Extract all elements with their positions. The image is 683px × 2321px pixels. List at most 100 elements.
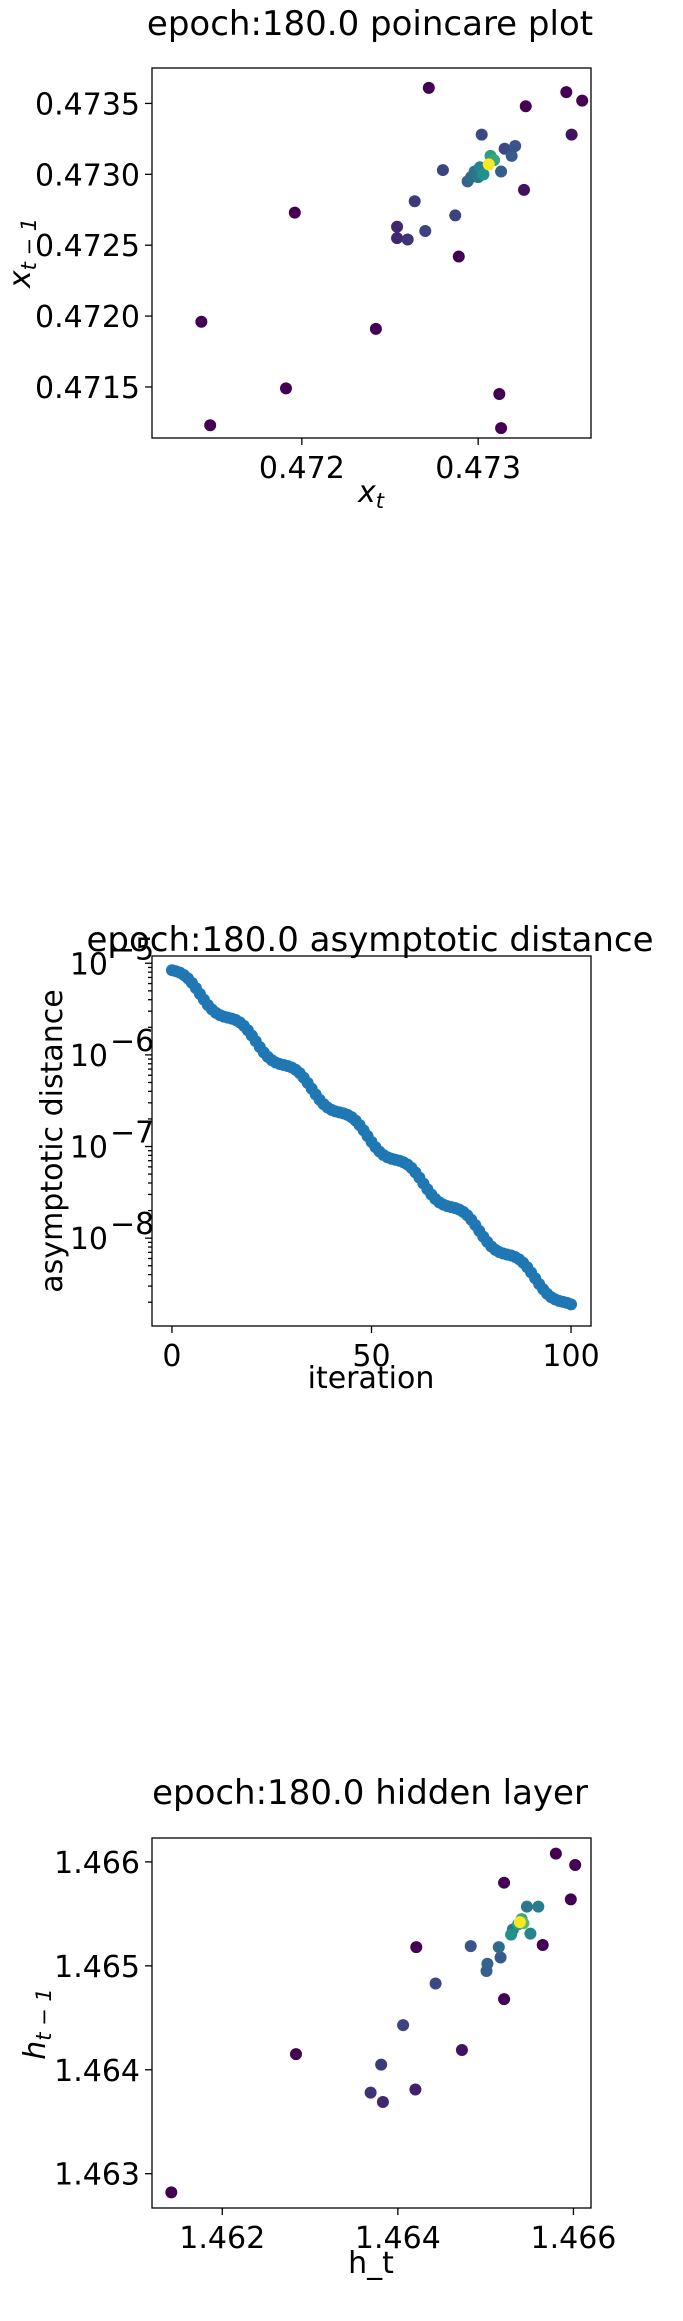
data-point	[475, 128, 488, 141]
plot-frame	[151, 67, 592, 439]
x-axis-label: iteration	[308, 1361, 435, 1396]
y-tick-exponent: −8	[110, 1207, 154, 1242]
x-tick-label: 1.464	[355, 2221, 441, 2256]
data-point	[391, 232, 404, 245]
y-tick-label: 0.4730	[35, 158, 140, 193]
data-point	[565, 128, 578, 141]
data-point	[279, 382, 292, 395]
x-ticks: 1.462 1.464 1.466	[179, 2208, 616, 2256]
data-point	[401, 233, 414, 246]
y-ticks: 0.4715 0.4720 0.4725 0.4730 0.4735	[35, 87, 152, 406]
data-point	[536, 1939, 549, 1952]
poincare-plot-chart: epoch:180.0 poincare plot 0.47150.47200.…	[3, 4, 593, 513]
y-tick-label: 0.4715	[35, 371, 140, 406]
y-tick-label: 1.464	[54, 2054, 140, 2089]
data-point	[464, 1940, 477, 1953]
y-axis-label: ht − 1	[18, 1988, 56, 2060]
chart-title: epoch:180.0 asymptotic distance	[87, 920, 654, 960]
x-tick-label: 1.462	[179, 2221, 265, 2256]
y-ticks: 1.463 1.464 1.465 1.466	[54, 1846, 152, 2193]
data-point	[369, 322, 382, 335]
data-point	[492, 1941, 505, 1954]
asymptotic-distance-chart: epoch:180.0 asymptotic distance 10−810−7…	[35, 920, 654, 1396]
data-point	[532, 1900, 545, 1913]
data-point	[364, 2086, 377, 2099]
chart-title: epoch:180.0 poincare plot	[147, 4, 593, 44]
data-point	[289, 2048, 302, 2061]
data-point	[493, 388, 506, 401]
data-point	[495, 165, 508, 178]
data-point	[495, 422, 508, 435]
data-point	[520, 1900, 533, 1913]
y-tick-exponent: −7	[110, 1116, 154, 1151]
data-point	[564, 1893, 577, 1906]
data-point	[509, 139, 522, 152]
data-point	[195, 315, 208, 328]
y-tick-label: 10	[70, 947, 108, 982]
points	[165, 1847, 582, 2199]
x-tick-label: 1.466	[530, 2221, 616, 2256]
data-point	[391, 220, 404, 233]
data-point	[569, 1859, 582, 1872]
hidden-layer-chart: epoch:180.0 hidden layer 1.463 1.464 1.465…	[18, 1773, 616, 2281]
data-point	[565, 1298, 578, 1311]
data-point	[481, 1957, 494, 1970]
data-point	[204, 419, 217, 432]
data-point	[376, 2095, 389, 2108]
data-point	[397, 2019, 410, 2032]
y-tick-label: 0.4725	[35, 229, 140, 264]
x-axis-label: h_t	[348, 2246, 394, 2281]
data-point	[505, 149, 518, 162]
data-point	[494, 1951, 507, 1964]
data-point	[576, 94, 589, 107]
y-tick-exponent: −6	[110, 1024, 154, 1059]
data-point	[482, 158, 495, 171]
x-tick-label: 0.473	[435, 451, 521, 486]
data-point	[429, 1977, 442, 1990]
data-point	[455, 2044, 468, 2057]
data-point	[375, 2058, 388, 2071]
data-point	[409, 2083, 422, 2096]
data-point	[288, 206, 301, 219]
y-tick-label: 0.4720	[35, 300, 140, 335]
data-point	[408, 195, 421, 208]
x-tick-label: 0	[162, 1339, 181, 1374]
y-tick-label: 10	[70, 1131, 108, 1166]
data-point	[549, 1847, 562, 1860]
data-point	[452, 250, 465, 263]
data-point	[498, 1876, 511, 1889]
data-point	[410, 1941, 423, 1954]
plot-frame	[151, 1837, 592, 2209]
data-point	[419, 225, 432, 238]
y-tick-label: 10	[70, 1222, 108, 1257]
y-tick-label: 0.4735	[35, 87, 140, 122]
data-point	[519, 100, 532, 113]
data-point	[165, 2186, 178, 2199]
x-tick-label: 0.472	[259, 451, 345, 486]
x-tick-label: 50	[352, 1339, 390, 1374]
points	[165, 964, 578, 1311]
data-point	[498, 1993, 511, 2006]
y-ticks: 10−810−710−610−5	[70, 932, 154, 1303]
x-tick-label: 100	[542, 1339, 599, 1374]
y-axis-label: xt − 1	[3, 218, 41, 289]
points	[195, 81, 589, 435]
x-axis-label: xt	[357, 475, 385, 513]
data-point	[422, 81, 435, 94]
data-point	[518, 183, 531, 196]
x-ticks: 0.472 0.473	[259, 438, 521, 486]
data-point	[560, 86, 573, 99]
data-point	[477, 168, 490, 181]
y-axis-label: asymptotic distance	[35, 989, 70, 1292]
chart-title: epoch:180.0 hidden layer	[152, 1773, 588, 1813]
data-point	[513, 1916, 526, 1929]
data-point	[524, 1927, 537, 1940]
y-tick-label: 10	[70, 1039, 108, 1074]
y-tick-exponent: −5	[110, 932, 154, 967]
y-tick-label: 1.465	[54, 1950, 140, 1985]
y-tick-label: 1.463	[54, 2158, 140, 2193]
data-point	[436, 164, 449, 177]
y-tick-label: 1.466	[54, 1846, 140, 1881]
data-point	[505, 1928, 518, 1941]
x-ticks: 0 50 100	[162, 1326, 600, 1374]
